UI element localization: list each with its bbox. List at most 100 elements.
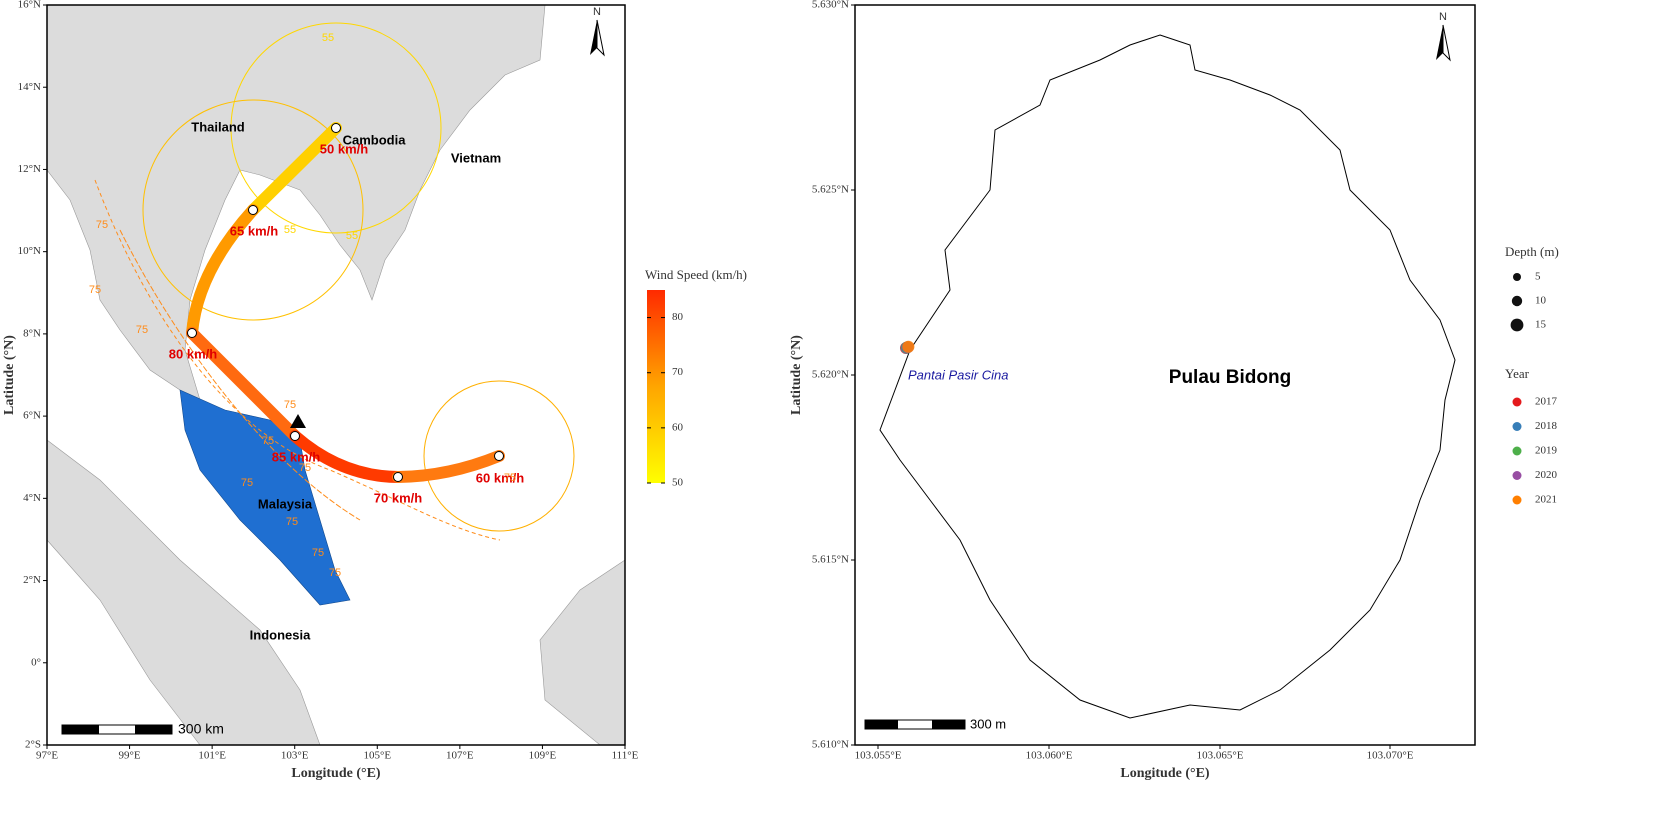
- y-tick-label: 5.630°N: [812, 0, 849, 11]
- y-tick-label: 14°N: [18, 81, 41, 93]
- contour-label: 55: [346, 230, 358, 242]
- y-tick-label: 0°: [31, 656, 41, 668]
- y-tick-label: 8°N: [23, 327, 41, 339]
- north-arrow: [596, 19, 605, 57]
- colorbar-tick-label: 60: [672, 421, 684, 433]
- x-tick-label: 105°E: [363, 750, 391, 762]
- wind-label: 85 km/h: [272, 449, 320, 464]
- scale-label: 300 m: [970, 716, 1006, 731]
- north-label: N: [1439, 11, 1447, 23]
- track-segment: [247, 122, 342, 216]
- y-axis-title: Latitude (°N): [2, 335, 17, 415]
- legend-symbol: [1512, 471, 1522, 480]
- country-label: Cambodia: [343, 132, 407, 147]
- north-arrow: [590, 20, 597, 55]
- legend-symbol: [1512, 495, 1522, 505]
- y-tick-label: 16°N: [18, 0, 41, 11]
- contour-label: 75: [89, 284, 101, 296]
- track-segment: [186, 327, 301, 442]
- legend-label: 10: [1535, 295, 1547, 307]
- legend-label: 5: [1535, 271, 1541, 283]
- contour-label: 75: [262, 435, 274, 447]
- colorbar-tick-label: 50: [672, 477, 684, 489]
- contour-label: 75: [241, 477, 253, 489]
- x-tick-label: 109°E: [529, 750, 557, 762]
- legend-label: 2019: [1535, 445, 1558, 457]
- country-label: Thailand: [191, 119, 245, 134]
- y-tick-label: 5.625°N: [812, 184, 849, 196]
- x-tick-label: 101°E: [198, 750, 226, 762]
- track-point: [393, 472, 403, 482]
- wind-label: 65 km/h: [230, 223, 278, 238]
- x-tick-label: 99°E: [119, 750, 141, 762]
- mainland: [46, 4, 546, 401]
- sample-point: [902, 340, 915, 353]
- y-tick-label: 5.610°N: [812, 739, 849, 751]
- colorbar-tick-label: 80: [672, 311, 684, 323]
- legend-symbol: [1512, 397, 1522, 407]
- y-tick-label: 2°S: [25, 739, 41, 751]
- track-segment: [289, 430, 404, 483]
- contour-label: 75: [286, 516, 298, 528]
- x-tick-label: 103°E: [281, 750, 309, 762]
- x-axis-title: Longitude (°E): [291, 766, 381, 781]
- track-segment: [392, 450, 505, 483]
- wind-contours: [94, 22, 575, 541]
- legend-symbol: [1512, 422, 1522, 431]
- contour-label: 55: [284, 224, 296, 236]
- colorbar-tick-label: 70: [672, 366, 684, 378]
- y-tick-label: 5.620°N: [812, 369, 849, 381]
- country-label: Vietnam: [451, 150, 501, 165]
- track-point: [290, 431, 300, 441]
- contour-label: 75: [136, 324, 148, 336]
- x-axis-title: Longitude (°E): [1120, 766, 1210, 781]
- track-point: [187, 328, 197, 338]
- legend-symbol: [1513, 273, 1521, 281]
- legend-symbol: [1511, 295, 1523, 307]
- country-label: Malaysia: [258, 496, 313, 511]
- y-tick-label: 6°N: [23, 410, 41, 422]
- north-arrow: [1442, 24, 1451, 62]
- x-tick-label: 107°E: [446, 750, 474, 762]
- x-tick-label: 103.065°E: [1197, 750, 1244, 762]
- x-tick-label: 103.060°E: [1026, 750, 1073, 762]
- country-label: Indonesia: [250, 627, 311, 642]
- legend-label: 2020: [1535, 469, 1558, 481]
- north-label: N: [593, 6, 601, 18]
- legend-label: 2017: [1535, 396, 1558, 408]
- legend-label: 2018: [1535, 420, 1558, 432]
- island-outline: [879, 34, 1456, 719]
- wind-label: 50 km/h: [320, 141, 368, 156]
- legend-title: Depth (m): [1505, 244, 1559, 259]
- x-tick-label: 111°E: [612, 750, 639, 762]
- y-tick-label: 10°N: [18, 245, 41, 257]
- contour-label: 75: [312, 547, 324, 559]
- scale-label: 300 km: [178, 721, 224, 737]
- contour-label: 75: [96, 219, 108, 231]
- colorbar: [647, 290, 665, 483]
- island-label: Pulau Bidong: [1169, 367, 1291, 388]
- left-scale-bar: [61, 724, 173, 735]
- contour-label: 55: [322, 32, 334, 44]
- track-point: [331, 123, 341, 133]
- legend-label: 15: [1535, 319, 1547, 331]
- legend-symbol: [1510, 318, 1524, 332]
- contour-label: 75: [329, 567, 341, 579]
- y-tick-label: 4°N: [23, 492, 41, 504]
- right-scale-bar: [864, 719, 966, 730]
- site-label: Pantai Pasir Cina: [908, 367, 1008, 382]
- contour-label: 75: [299, 462, 311, 474]
- track-segment: [186, 204, 259, 339]
- legend-label: 2021: [1535, 494, 1557, 506]
- y-tick-label: 12°N: [18, 163, 41, 175]
- contour-label: 75: [504, 472, 516, 484]
- colorbar-title: Wind Speed (km/h): [645, 267, 747, 282]
- legend-title: Year: [1505, 366, 1530, 381]
- north-arrow: [1436, 25, 1443, 60]
- y-tick-label: 2°N: [23, 574, 41, 586]
- wind-label: 70 km/h: [374, 490, 422, 505]
- left-frame: [46, 4, 626, 746]
- track-point: [494, 451, 504, 461]
- wind-label: 80 km/h: [169, 346, 217, 361]
